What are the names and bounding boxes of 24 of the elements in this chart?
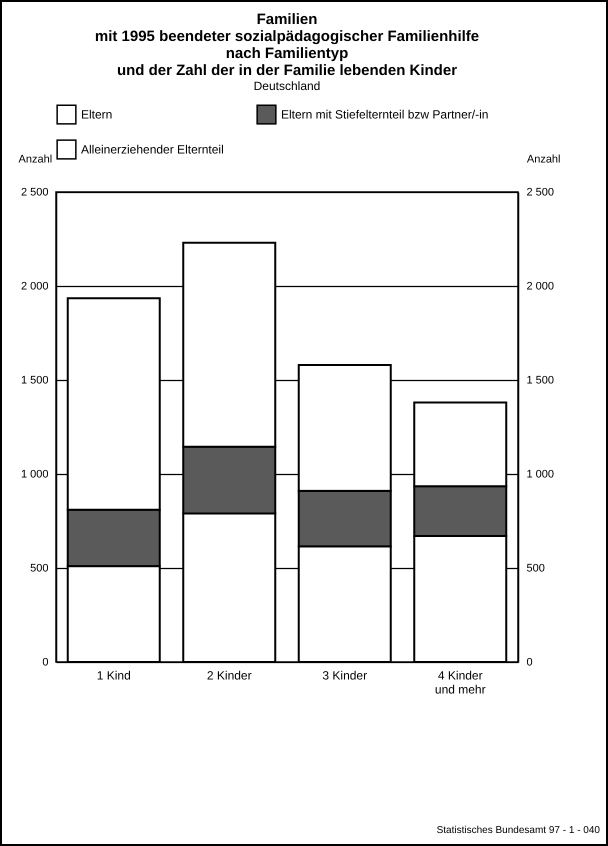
legend-label: Eltern — [81, 108, 112, 122]
x-tick-label: 4 Kinder und mehr — [434, 668, 486, 696]
chart-subtitle: Deutschland — [254, 79, 320, 93]
chart-title: Familien mit 1995 beendeter sozialpädagogischer Familienhilfe nach Familientyp und der Zahl der in der Familie lebenden Kinder — [94, 11, 480, 79]
y2-tick-label: 2 000 — [526, 280, 554, 292]
y2-axis-title: Anzahl — [526, 154, 560, 166]
y-tick-label: 0 — [42, 656, 48, 668]
y-tick-label: 500 — [30, 562, 48, 574]
text: Statistisches Bundesamt 97 - 1 - 040 — [436, 825, 600, 836]
x-tick-label: 2 Kinder — [206, 668, 252, 682]
y-tick-label: 1 500 — [20, 374, 48, 386]
y-tick-label: 2 500 — [20, 186, 48, 198]
y2-tick-label: 1 000 — [526, 468, 554, 480]
y2-tick-label: 1 500 — [526, 374, 554, 386]
legend-label: Alleinerziehender Elternteil — [81, 142, 224, 156]
y2-tick-label: 2 500 — [526, 186, 554, 198]
legend-label: Eltern mit Stiefelternteil bzw Partner/-in — [281, 108, 488, 122]
x-tick-label: 3 Kinder — [322, 668, 368, 682]
y2-tick-label: 0 — [526, 656, 533, 668]
y-tick-label: 1 000 — [20, 468, 48, 480]
y-axis-title: Anzahl — [18, 154, 52, 166]
y-tick-label: 2 000 — [20, 280, 48, 292]
x-tick-label: 1 Kind — [96, 668, 131, 682]
y2-tick-label: 500 — [526, 562, 545, 574]
